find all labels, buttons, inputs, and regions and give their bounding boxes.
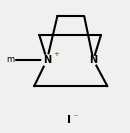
Text: ⁻: ⁻	[74, 113, 78, 122]
Text: N: N	[43, 55, 51, 65]
Text: I: I	[67, 115, 71, 125]
Text: m: m	[7, 55, 15, 64]
Text: N: N	[89, 55, 97, 65]
Text: +: +	[53, 51, 59, 57]
